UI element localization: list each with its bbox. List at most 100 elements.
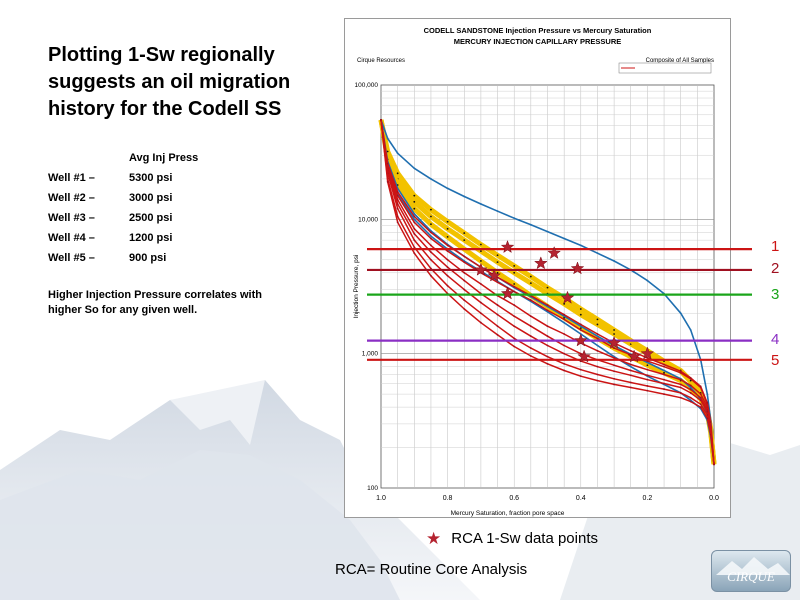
curve-point (613, 364, 615, 367)
rca-point (500, 239, 515, 254)
curve-point (629, 363, 632, 366)
line-label-3: 3 (771, 286, 780, 303)
curve-point (563, 352, 566, 355)
curve-point (546, 362, 549, 365)
curve-point (699, 385, 702, 388)
curve-point (446, 187, 449, 190)
curve-point (646, 279, 649, 282)
curve-point (579, 308, 582, 310)
curve-point (563, 333, 566, 335)
curve-point (579, 375, 582, 378)
line-label-1: 1 (771, 238, 780, 255)
y-axis-label: Injection Pressure, psi (353, 255, 360, 319)
curve-point (529, 335, 532, 338)
curve-point (496, 281, 499, 284)
curve-point (689, 400, 692, 403)
curve-point (430, 215, 432, 218)
slide-title: Plotting 1-Sw regionally suggests an oil… (48, 44, 291, 120)
curve-point (430, 244, 432, 247)
curve-point (386, 137, 389, 140)
curve-point (496, 254, 499, 257)
curve-point (579, 244, 582, 247)
curve-point (386, 150, 389, 153)
curve-point (529, 282, 532, 285)
pressure-lines-layer (367, 248, 752, 361)
well-row: Well #5 – 900 psi (48, 252, 209, 272)
curve-point (563, 321, 566, 324)
curve-point (529, 355, 532, 357)
curve-point (706, 417, 709, 420)
x-tick-label: 0.4 (576, 495, 586, 502)
chart-title: CODELL SANDSTONE Injection Pressure vs M… (423, 26, 652, 35)
well-pressure: 3000 psi (129, 192, 173, 204)
curve-point (386, 162, 389, 165)
rca-point (547, 245, 561, 259)
curve-point (546, 230, 549, 233)
curve-point (480, 312, 482, 315)
curve-point (699, 396, 702, 399)
well-pressure: 1200 psi (129, 232, 173, 244)
line-label-5: 5 (771, 352, 780, 369)
curve-point (413, 221, 416, 224)
curve-point (513, 283, 516, 285)
curve-point (706, 393, 709, 396)
curve-point (430, 231, 432, 234)
curve-point (413, 207, 416, 210)
curve-point (563, 362, 566, 365)
rca-point (487, 268, 502, 282)
rca-point (534, 256, 548, 270)
curve-point (579, 313, 582, 316)
curve-point (679, 386, 682, 389)
curve-point (679, 370, 682, 373)
curve-point (513, 304, 516, 306)
curve-point (480, 321, 482, 324)
rca-point (640, 346, 655, 360)
well-name: Well #4 – (48, 232, 95, 244)
curve-point (613, 370, 615, 373)
curve-point (413, 194, 416, 197)
curve-point (663, 393, 665, 396)
cirque-logo: CIRQUE (711, 550, 791, 592)
curve-point (596, 379, 599, 382)
well-row: Well #2 – 3000 psi (48, 192, 209, 212)
curve-point (579, 325, 582, 328)
wells-column-header: Avg Inj Press (129, 152, 199, 164)
curve-point (513, 271, 516, 274)
curve-point (546, 355, 549, 358)
curve-point (396, 221, 399, 224)
curve-point (430, 274, 432, 277)
curve-point (646, 368, 649, 371)
curve-point (596, 323, 599, 326)
curve-point (663, 365, 665, 368)
curve-point (689, 396, 692, 399)
rca-point (577, 349, 591, 363)
curve-point (546, 335, 549, 338)
curve-point (529, 347, 532, 350)
curve-point (446, 227, 449, 230)
curve-point (446, 244, 449, 247)
curve-point (463, 299, 466, 302)
curve-point (446, 258, 449, 261)
curve-point (430, 223, 432, 226)
curve-point (646, 364, 649, 367)
curve-point (513, 325, 516, 328)
curve-point (480, 243, 482, 246)
chart-subtitle: MERCURY INJECTION CAPILLARY PRESSURE (453, 37, 622, 46)
curve-point (629, 381, 632, 384)
curve-point (563, 344, 566, 347)
well-name: Well #1 – (48, 172, 95, 184)
well-name: Well #3 – (48, 212, 95, 224)
curve-point (613, 383, 615, 386)
curve-point (613, 377, 615, 380)
curve-point (413, 218, 416, 221)
curve-point (496, 304, 499, 306)
curve-point (613, 329, 615, 331)
rca-point (627, 349, 642, 363)
curve-point (480, 250, 482, 253)
curve-point (706, 410, 709, 413)
curve-point (396, 152, 399, 155)
curve-point (546, 325, 549, 328)
curve-point (463, 288, 466, 291)
